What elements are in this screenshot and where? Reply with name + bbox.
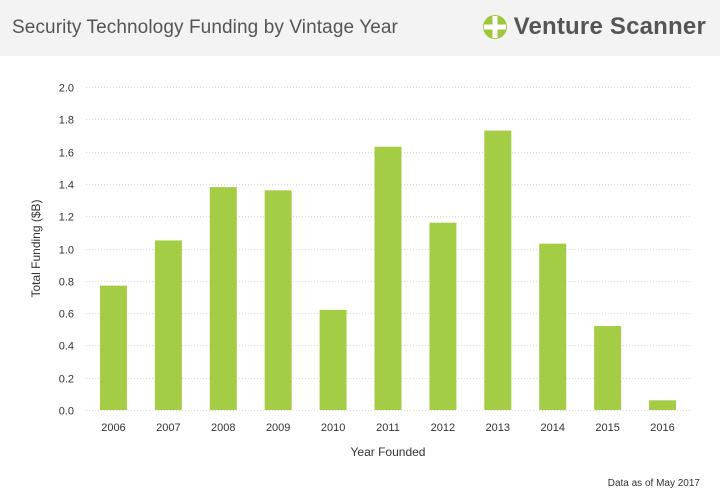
bar-chart: 0.0 0.2 0.4 0.6 0.8 1.0 1.2 1.4 1.6 1.8 2.0 2006 200… (29, 83, 690, 459)
bar (264, 190, 292, 410)
y-tick-label: 1.4 (59, 180, 74, 192)
bar (99, 285, 127, 410)
x-tick-label: 2015 (595, 422, 619, 434)
bar (154, 240, 182, 410)
y-tick-label: 0.2 (59, 374, 74, 386)
y-tick-label: 0.6 (59, 309, 74, 321)
bar (209, 187, 237, 410)
bar (319, 309, 347, 410)
bar (374, 146, 402, 410)
x-tick-label: 2016 (650, 422, 674, 434)
x-axis-title: Year Founded (351, 445, 426, 459)
x-tick-label: 2013 (486, 422, 510, 434)
x-tick-label: 2008 (211, 422, 235, 434)
y-tick-label: 0.8 (59, 277, 74, 289)
bar (594, 326, 622, 410)
brand-logo: Venture Scanner (482, 12, 706, 42)
venture-scanner-logo-icon (482, 15, 507, 39)
data-date-note: Data as of May 2017 (607, 478, 700, 489)
y-tick-label: 1.6 (59, 148, 74, 160)
bar (429, 222, 457, 410)
x-tick-label: 2006 (101, 422, 125, 434)
bar (649, 400, 677, 410)
y-tick-label: 1.0 (59, 245, 74, 257)
y-axis-title: Total Funding ($B) (29, 199, 43, 297)
x-tick-label: 2012 (431, 422, 455, 434)
bar (484, 130, 512, 410)
bar (539, 243, 567, 410)
x-tick-label: 2009 (266, 422, 290, 434)
y-tick-label: 1.8 (59, 115, 74, 127)
y-tick-label: 2.0 (59, 83, 74, 95)
x-tick-label: 2010 (321, 422, 345, 434)
x-tick-label: 2011 (376, 422, 400, 434)
x-tick-label: 2014 (540, 422, 564, 434)
chart-title: Security Technology Funding by Vintage Y… (12, 17, 398, 38)
y-tick-label: 0.4 (59, 341, 74, 353)
brand-name: Venture Scanner (513, 13, 706, 40)
header-bar: Security Technology Funding by Vintage Y… (0, 0, 720, 56)
y-tick-label: 1.2 (59, 212, 74, 224)
y-tick-label: 0.0 (59, 406, 74, 418)
x-tick-label: 2007 (156, 422, 180, 434)
